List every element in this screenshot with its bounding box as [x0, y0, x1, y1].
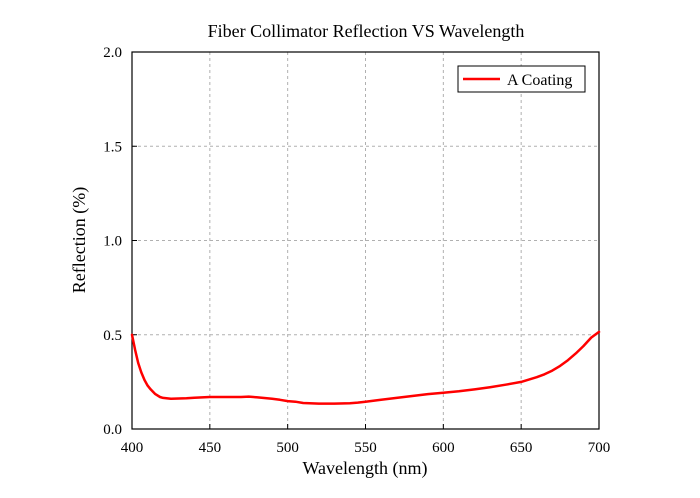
series-line-a-coating — [130, 330, 601, 405]
axis-ticks: 400 450 500 550 600 650 700 0.0 0.5 1.0 1.5 2.0 — [103, 45, 610, 456]
y-tick-label: 0.5 — [103, 328, 122, 344]
x-tick-label: 600 — [432, 440, 455, 456]
x-tick-label: 700 — [588, 440, 611, 456]
x-tick-label: 650 — [510, 440, 533, 456]
x-axis-label: Wavelength (nm) — [302, 458, 427, 479]
legend-label-a-coating: A Coating — [507, 72, 572, 89]
y-tick-label: 0.0 — [103, 422, 122, 438]
x-tick-label: 500 — [276, 440, 299, 456]
series-group — [130, 330, 601, 405]
legend: A Coating — [457, 65, 586, 93]
x-tick-label: 450 — [199, 440, 222, 456]
y-tick-label: 1.5 — [103, 139, 122, 155]
grid-lines — [132, 52, 599, 429]
y-tick-label: 1.0 — [103, 234, 122, 250]
y-axis-label: Reflection (%) — [69, 187, 90, 293]
x-tick-label: 550 — [354, 440, 377, 456]
x-tick-label: 400 — [121, 440, 144, 456]
y-tick-label: 2.0 — [103, 45, 122, 61]
chart-title: Fiber Collimator Reflection VS Wavelengt… — [208, 21, 525, 41]
